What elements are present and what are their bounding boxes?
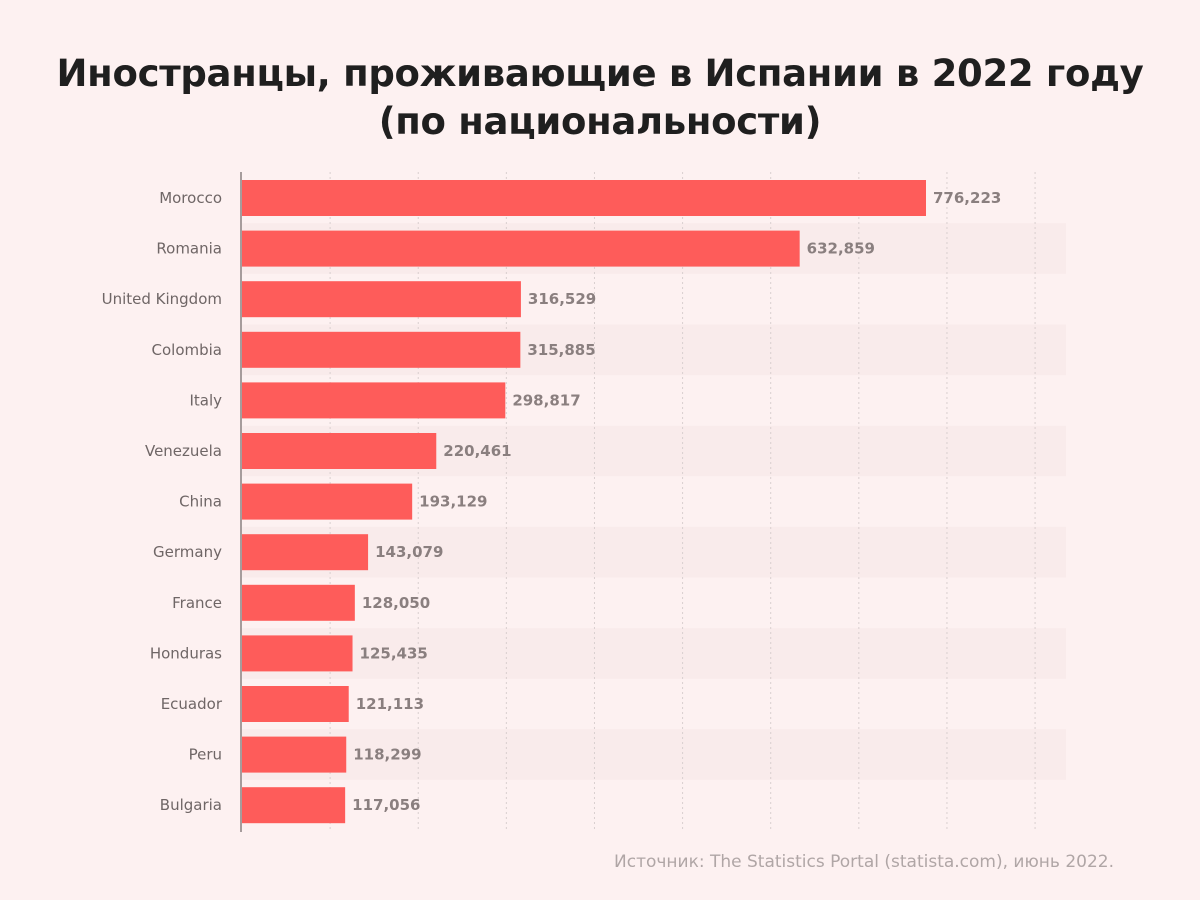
value-label: 125,435: [360, 644, 428, 662]
category-label: Colombia: [152, 341, 223, 359]
value-label: 220,461: [443, 442, 511, 460]
bar: [242, 787, 346, 824]
category-label: Italy: [189, 391, 222, 409]
row-band: [242, 526, 1066, 578]
category-label: Honduras: [150, 644, 222, 662]
value-label: 193,129: [419, 493, 487, 511]
category-label: France: [172, 594, 222, 612]
category-labels: Morocco Romania United Kingdom Colombia Ital…: [102, 189, 223, 814]
value-labels: 776,223 632,859 316,529 315,885 298,817 220,4…: [352, 189, 1001, 814]
chart-title: Иностранцы, проживающие в Испании в 2022…: [0, 50, 1200, 146]
bar: [242, 584, 355, 621]
value-label: 632,859: [807, 240, 875, 258]
category-label: Ecuador: [161, 695, 223, 713]
source-note: Источник: The Statistics Portal (statist…: [614, 852, 1114, 872]
category-label: Romania: [156, 240, 222, 258]
value-label: 128,050: [362, 594, 430, 612]
bar: [242, 382, 506, 419]
bar: [242, 483, 413, 520]
row-band: [242, 628, 1066, 679]
bar: [242, 331, 521, 368]
bars: [242, 180, 926, 824]
bar: [242, 686, 349, 722]
category-label: Venezuela: [145, 442, 222, 460]
value-label: 118,299: [353, 746, 421, 764]
value-label: 315,885: [527, 341, 595, 359]
chart-title-line2: (по национальности): [378, 100, 822, 143]
category-label: Germany: [153, 543, 222, 561]
bar: [242, 534, 369, 571]
category-label: China: [179, 493, 222, 511]
category-label: United Kingdom: [102, 290, 222, 308]
value-label: 121,113: [356, 695, 424, 713]
value-label: 143,079: [375, 543, 443, 561]
row-band: [242, 729, 1066, 780]
bar: [242, 180, 926, 216]
category-label: Peru: [189, 746, 222, 764]
value-label: 298,817: [512, 391, 580, 409]
bar: [242, 281, 521, 318]
chart-title-line1: Иностранцы, проживающие в Испании в 2022…: [56, 52, 1144, 95]
value-label: 316,529: [528, 290, 596, 308]
bar: [242, 736, 347, 773]
value-label: 117,056: [352, 796, 420, 814]
bar: [242, 433, 437, 469]
category-label: Morocco: [159, 189, 222, 207]
bar: [242, 230, 800, 267]
value-label: 776,223: [933, 189, 1001, 207]
category-label: Bulgaria: [160, 796, 222, 814]
bar: [242, 635, 353, 672]
